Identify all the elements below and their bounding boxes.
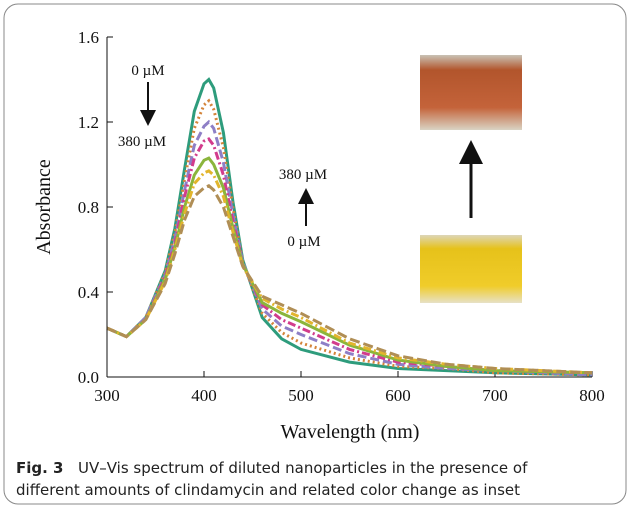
x-tick-label: 500 — [288, 386, 314, 405]
annotation: 380 µM — [279, 167, 327, 183]
caption-text: different amounts of clindamycin and rel… — [16, 481, 520, 499]
x-axis-label: Wavelength (nm) — [281, 421, 420, 443]
x-tick-label: 800 — [579, 386, 605, 405]
x-tick-label: 300 — [94, 386, 120, 405]
frame — [3, 3, 627, 505]
annotation: 380 µM — [118, 134, 166, 150]
inset-photo — [420, 235, 522, 303]
y-tick-label: 0.4 — [78, 283, 100, 302]
y-tick-label: 0.8 — [78, 198, 99, 217]
x-tick-label: 700 — [482, 386, 508, 405]
annotation: 0 µM — [131, 63, 164, 79]
series-line — [106, 184, 593, 375]
y-tick-label: 1.2 — [78, 113, 99, 132]
series-line — [106, 137, 593, 375]
x-tick-label: 600 — [385, 386, 411, 405]
y-tick-label: 1.6 — [78, 28, 99, 47]
caption-label: Fig. 3 — [16, 459, 63, 477]
y-tick-label: 0.0 — [78, 368, 99, 387]
series-line — [106, 77, 593, 377]
caption-text: UV–Vis spectrum of diluted nanoparticles… — [78, 459, 528, 477]
x-tick-label: 400 — [191, 386, 217, 405]
y-axis-label: Absorbance — [33, 159, 55, 255]
annotation: 0 µM — [287, 234, 320, 250]
inset-photo — [420, 55, 522, 130]
